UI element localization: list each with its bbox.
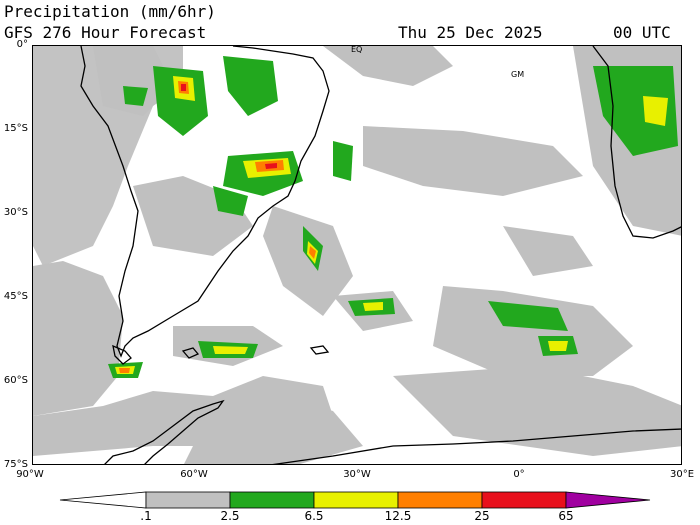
extreme-precip-areas [181,84,277,169]
cb-tick-1: 2.5 [220,509,240,523]
moderate-precip-areas [108,56,678,378]
cb-seg-5 [481,491,567,509]
valid-time: 00 UTC [613,23,671,42]
precipitation-map: EQ GM [32,45,682,465]
lon-label-30e: 30°E [669,469,695,480]
lat-label-30s: 30°S [3,207,28,218]
lon-label-60w: 60°W [180,469,208,480]
lon-label-30w: 30°W [343,469,371,480]
cb-tick-2: 6.5 [304,509,324,523]
lat-label-60s: 60°S [3,375,28,386]
chart-title: Precipitation (mm/6hr) [4,2,216,21]
lon-label-90w: 90°W [16,469,44,480]
cb-seg-3 [313,491,399,509]
cb-tick-0: .1 [140,509,152,523]
equator-label: EQ [351,45,363,54]
lat-label-0: 0° [16,39,28,50]
cb-seg-1 [145,491,231,509]
lon-label-0: 0° [513,469,525,480]
forecast-hour: GFS 276 Hour Forecast [4,23,207,42]
cb-seg-4 [397,491,483,509]
heavy-precip-areas [115,76,668,374]
valid-date: Thu 25 Dec 2025 [398,23,543,42]
cb-tick-3: 12.5 [384,509,412,523]
coastlines [80,46,681,464]
lat-label-75s: 75°S [3,459,28,470]
cb-seg-2 [229,491,315,509]
lat-label-15s: 15°S [3,123,28,134]
cb-seg-0 [59,491,147,509]
map-canvas [33,46,681,464]
cb-tick-5: 65 [558,509,574,523]
greenwich-label: GM [511,70,525,79]
cb-tick-4: 25 [474,509,490,523]
precip-colorbar [59,491,651,509]
lat-label-45s: 45°S [3,291,28,302]
cb-seg-6 [565,491,651,509]
